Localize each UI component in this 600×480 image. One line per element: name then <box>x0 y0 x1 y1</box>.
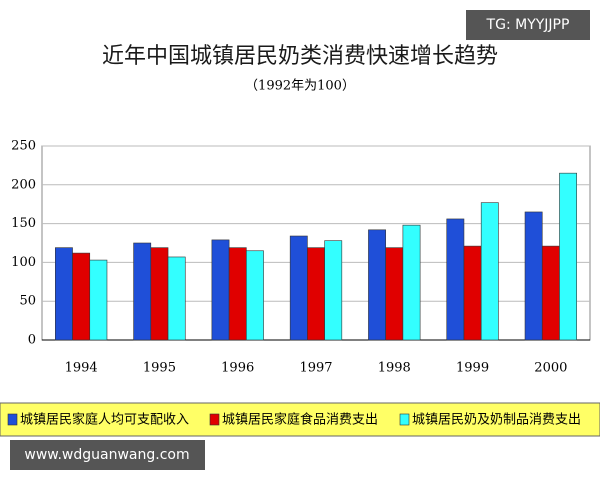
bar <box>246 250 264 341</box>
legend-label: 城镇居民家庭食品消费支出 <box>222 412 378 428</box>
bar <box>559 172 577 341</box>
bar <box>463 245 482 341</box>
legend-swatch <box>7 413 18 426</box>
bar <box>150 247 169 341</box>
bar <box>211 239 230 341</box>
y-tick-label: 0 <box>28 333 36 348</box>
chart-subtitle: （1992年为100） <box>245 79 355 94</box>
bar <box>368 229 386 341</box>
x-tick-label: 2000 <box>534 361 567 376</box>
bar <box>72 252 91 341</box>
bar <box>167 256 186 341</box>
x-tick-label: 1999 <box>456 361 489 376</box>
bar <box>228 247 247 341</box>
legend-swatch <box>209 413 220 426</box>
chart-title: 近年中国城镇居民奶类消费快速增长趋势 <box>102 44 498 69</box>
legend-swatch <box>399 413 410 426</box>
x-tick-label: 1995 <box>143 361 176 376</box>
bar <box>55 247 73 341</box>
x-tick-label: 1997 <box>299 361 332 376</box>
bar <box>446 218 465 341</box>
legend-label: 城镇居民家庭人均可支配收入 <box>20 412 189 428</box>
bar <box>480 202 499 341</box>
legend-label: 城镇居民奶及奶制品消费支出 <box>412 413 581 428</box>
watermark: TG: MYYJJPP <box>486 17 570 33</box>
bar <box>541 245 560 341</box>
bar <box>385 247 404 341</box>
legend-box <box>0 402 600 437</box>
x-tick-label: 1998 <box>378 361 411 376</box>
y-tick-label: 200 <box>11 177 36 192</box>
bar <box>89 259 108 341</box>
watermark-box <box>466 10 590 40</box>
y-tick-label: 50 <box>19 294 36 309</box>
bar <box>133 242 152 341</box>
y-tick-label: 250 <box>11 139 36 154</box>
watermark: www.wdguanwang.com <box>24 447 189 463</box>
y-tick-label: 100 <box>11 255 36 270</box>
bar <box>289 235 308 341</box>
watermark-box <box>10 440 205 470</box>
x-tick-label: 1994 <box>65 361 98 376</box>
bar <box>324 240 343 341</box>
bar <box>402 224 421 341</box>
y-tick-label: 150 <box>11 216 36 231</box>
bar <box>524 211 543 341</box>
bar <box>307 247 325 341</box>
x-tick-label: 1996 <box>221 361 254 376</box>
